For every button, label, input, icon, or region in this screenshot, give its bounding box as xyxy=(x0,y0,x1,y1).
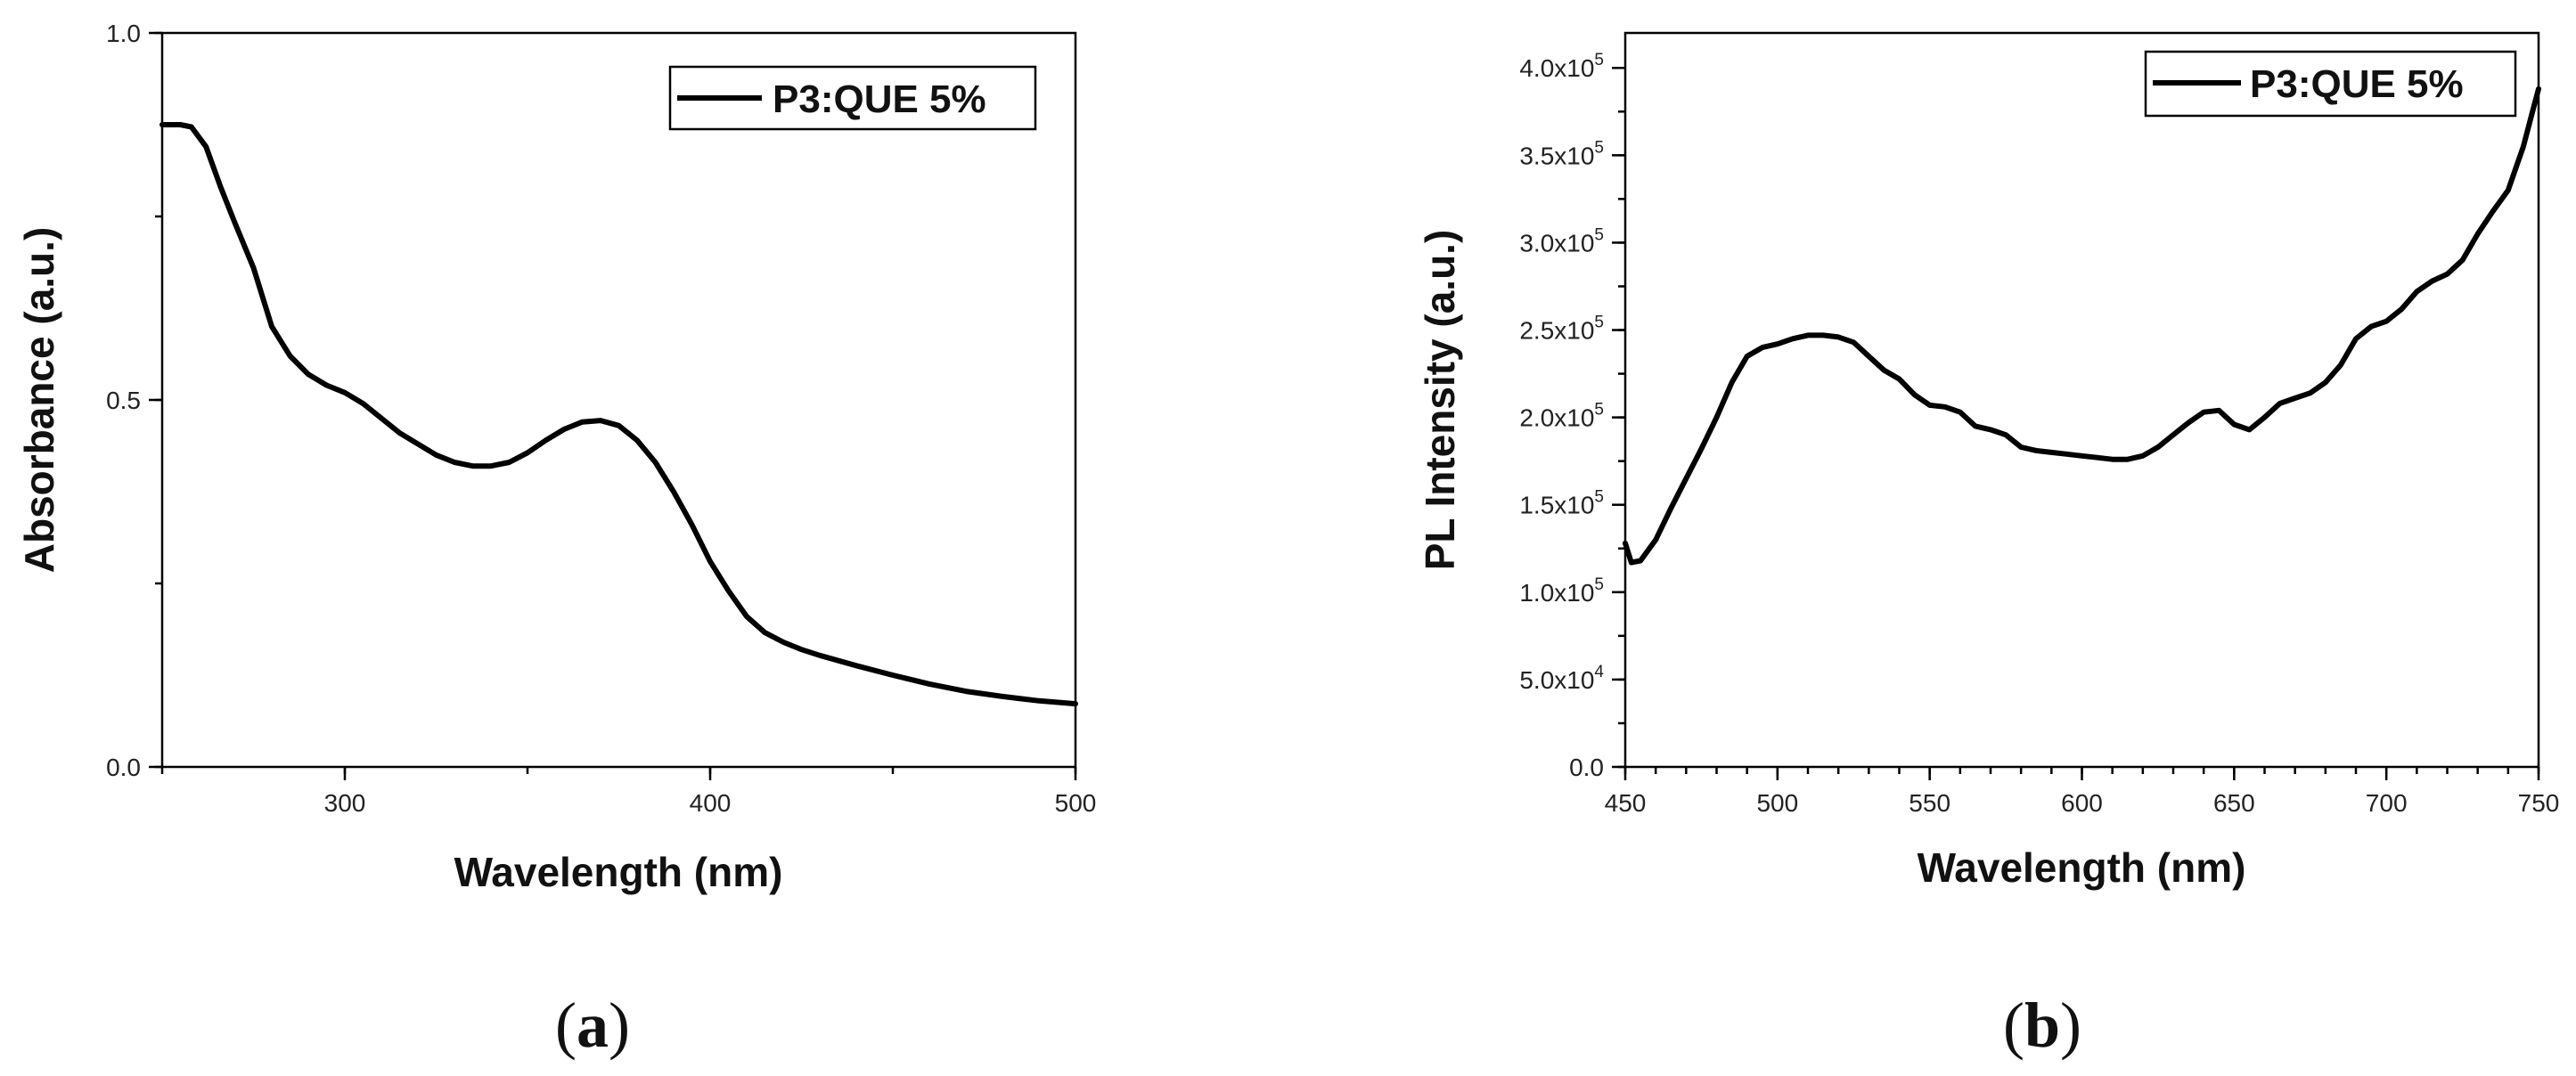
pl-x-axis-title: Wavelength (nm) xyxy=(1918,844,2246,891)
pl-y-tick-label: 4.0x105 xyxy=(1519,51,1604,82)
pl-y-tick-label: 2.5x105 xyxy=(1519,314,1604,345)
absorbance-axis-ticks: 300 400 500 0.0 0.5 1.0 xyxy=(106,20,1096,817)
pl-series-layer xyxy=(1623,86,2541,566)
pl-x-tick-label: 450 xyxy=(1605,789,1647,817)
absorbance-y-tick-label: 0.5 xyxy=(106,387,141,414)
pl-x-tick-label: 550 xyxy=(1909,789,1950,817)
pl-intensity-chart: 450 500 550 600 650 700 750 0.0 5.0x104 1.0x105 1.… xyxy=(1417,31,2559,1061)
absorbance-x-tick-label: 500 xyxy=(1055,789,1097,817)
absorbance-legend: P3:QUE 5% xyxy=(668,65,1037,131)
absorbance-chart: 300 400 500 0.0 0.5 1.0 Wavelength (nm) Absor… xyxy=(16,20,1096,1061)
pl-y-tick-label: 0.0 xyxy=(1569,754,1604,781)
panel-label-b: (b) xyxy=(2003,990,2081,1061)
pl-x-tick-label: 700 xyxy=(2366,789,2408,817)
absorbance-y-axis-title: Absorbance (a.u.) xyxy=(16,227,62,574)
pl-y-tick-label: 1.5x105 xyxy=(1519,488,1604,519)
absorbance-plot-frame xyxy=(160,31,1077,769)
pl-x-tick-label: 750 xyxy=(2518,789,2560,817)
panel-label-a: (a) xyxy=(555,990,630,1061)
pl-y-axis-title: PL Intensity (a.u.) xyxy=(1417,230,1463,571)
pl-y-tick-label: 5.0x104 xyxy=(1519,663,1604,694)
absorbance-y-tick-label: 0.0 xyxy=(106,754,141,781)
pl-y-tick-label: 1.0x105 xyxy=(1519,575,1604,607)
absorbance-series-line xyxy=(159,122,1078,707)
pl-series-line xyxy=(1623,86,2541,566)
pl-axis-ticks: 450 500 550 600 650 700 750 0.0 5.0x104 1.0x105 1.… xyxy=(1519,51,2559,817)
absorbance-x-tick-label: 300 xyxy=(324,789,366,817)
absorbance-legend-label: P3:QUE 5% xyxy=(773,77,986,121)
pl-x-tick-label: 600 xyxy=(2061,789,2103,817)
panel-label-b-letter: b xyxy=(2024,990,2060,1061)
pl-y-tick-label: 2.0x105 xyxy=(1519,401,1604,432)
pl-plot-frame xyxy=(1623,31,2540,769)
pl-legend: P3:QUE 5% xyxy=(2144,50,2517,118)
pl-x-tick-label: 500 xyxy=(1756,789,1798,817)
pl-y-tick-label: 3.5x105 xyxy=(1519,138,1604,169)
absorbance-series-layer xyxy=(159,122,1078,707)
panel-label-a-letter: a xyxy=(577,990,609,1061)
absorbance-y-tick-label: 1.0 xyxy=(106,20,141,47)
absorbance-x-tick-label: 400 xyxy=(690,789,732,817)
pl-x-tick-label: 650 xyxy=(2213,789,2255,817)
absorbance-x-axis-title: Wavelength (nm) xyxy=(454,849,783,895)
pl-legend-label: P3:QUE 5% xyxy=(2250,62,2464,106)
pl-y-tick-label: 3.0x105 xyxy=(1519,225,1604,257)
